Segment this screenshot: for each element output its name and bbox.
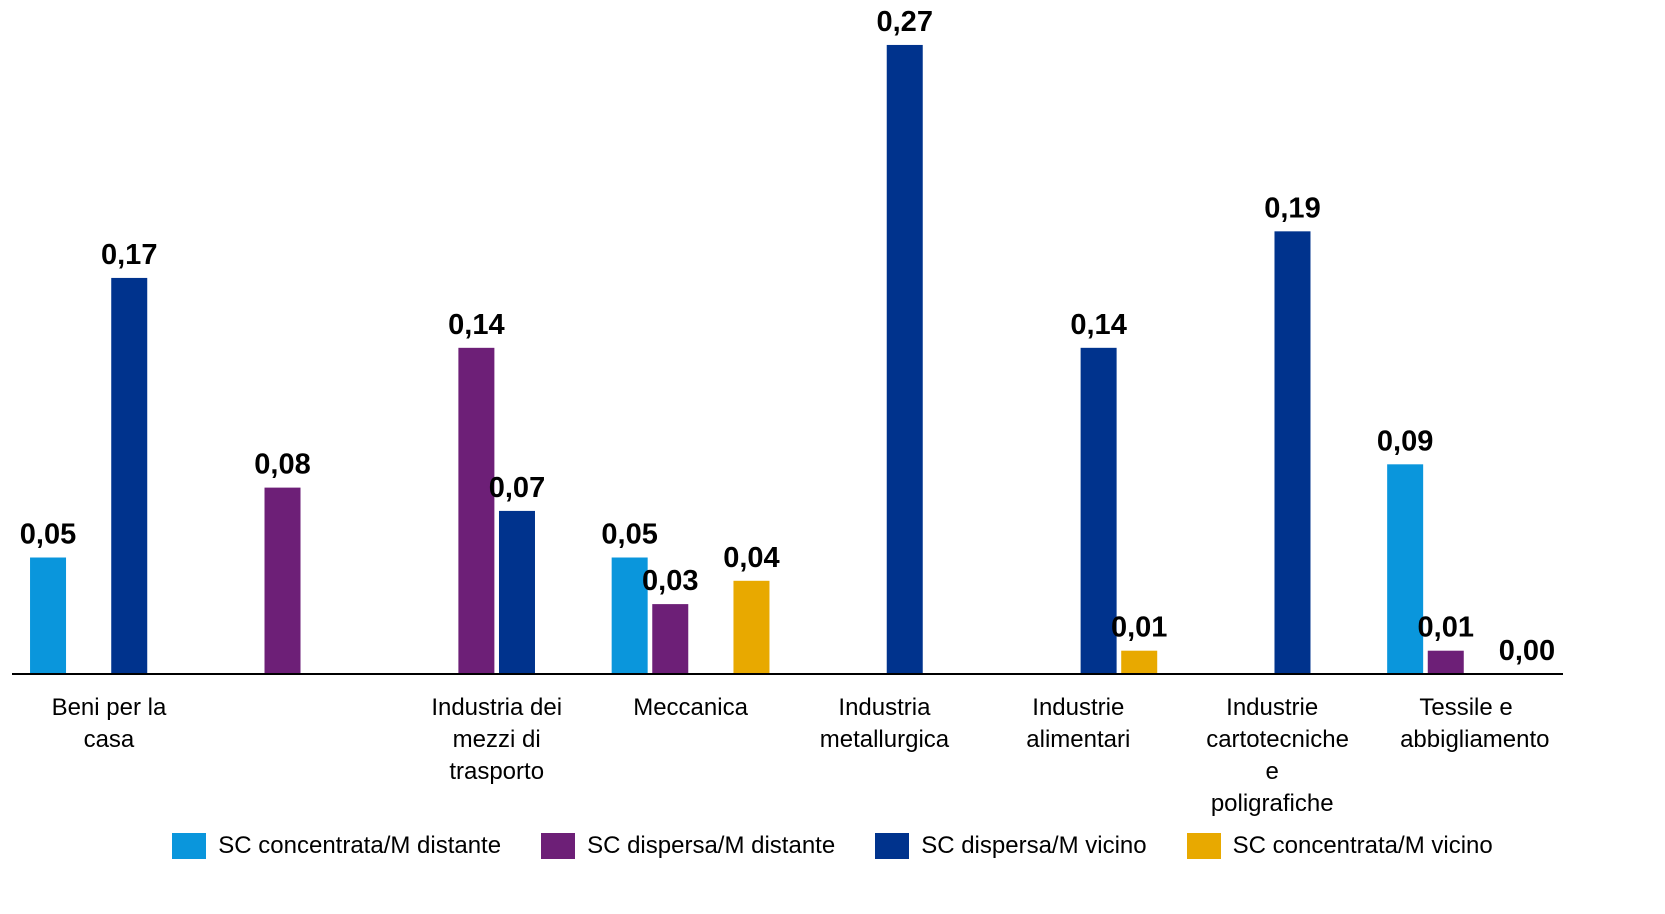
x-tick-label: Meccanica: [633, 694, 748, 721]
legend-swatch: [541, 833, 576, 859]
value-label: 0,01: [1111, 612, 1167, 644]
legend-item: SC concentrata/M vicino: [1186, 832, 1493, 860]
value-label: 0,01: [1418, 612, 1474, 644]
bar: [652, 604, 689, 674]
bar: [264, 487, 301, 674]
legend-swatch: [875, 833, 910, 859]
value-label: 0,00: [1499, 635, 1555, 667]
value-label: 0,05: [601, 519, 657, 551]
bar: [611, 557, 648, 674]
bar: [733, 580, 770, 674]
bar: [886, 44, 923, 674]
x-tick-label: Industrie cartotecniche e poligrafiche: [1206, 694, 1349, 817]
legend-swatch: [1186, 833, 1221, 859]
bar: [1080, 347, 1117, 674]
bar: [1274, 231, 1311, 675]
bar: [498, 510, 535, 674]
bar: [30, 557, 67, 674]
x-tick-label: Industria metallurgica: [819, 694, 950, 753]
legend-label: SC dispersa/M distante: [587, 832, 836, 859]
x-tick-label: Industrie alimentari: [1026, 694, 1131, 753]
legend-label: SC dispersa/M vicino: [921, 832, 1147, 859]
value-label: 0,03: [642, 565, 698, 597]
value-label: 0,04: [723, 542, 779, 574]
value-label: 0,05: [20, 519, 76, 551]
legend-item: SC dispersa/M distante: [541, 832, 835, 860]
bar: [458, 347, 495, 674]
value-label: 0,27: [877, 6, 933, 38]
legend-label: SC concentrata/M distante: [218, 832, 502, 859]
value-label: 0,17: [101, 239, 157, 271]
legend-swatch: [172, 833, 207, 859]
legend: SC concentrata/M distante SC dispersa/M d…: [0, 832, 1665, 860]
bar: [111, 277, 148, 674]
value-label: 0,09: [1377, 425, 1433, 457]
value-label: 0,14: [448, 309, 504, 341]
legend-item: SC concentrata/M distante: [172, 832, 501, 860]
value-label: 0,07: [489, 472, 545, 504]
x-tick-label: Tessile e abbigliamento: [1400, 694, 1550, 753]
legend-item: SC dispersa/M vicino: [875, 832, 1147, 860]
value-label: 0,08: [254, 449, 310, 481]
bar: [1427, 650, 1464, 674]
bar: [1387, 464, 1424, 674]
x-tick-label: Industria dei mezzi di trasporto: [431, 694, 563, 785]
value-label: 0,19: [1264, 192, 1320, 224]
x-tick-label: Beni per la casa: [51, 694, 167, 753]
bar: [1121, 650, 1158, 674]
legend-label: SC concentrata/M vicino: [1232, 832, 1493, 859]
value-label: 0,14: [1070, 309, 1126, 341]
